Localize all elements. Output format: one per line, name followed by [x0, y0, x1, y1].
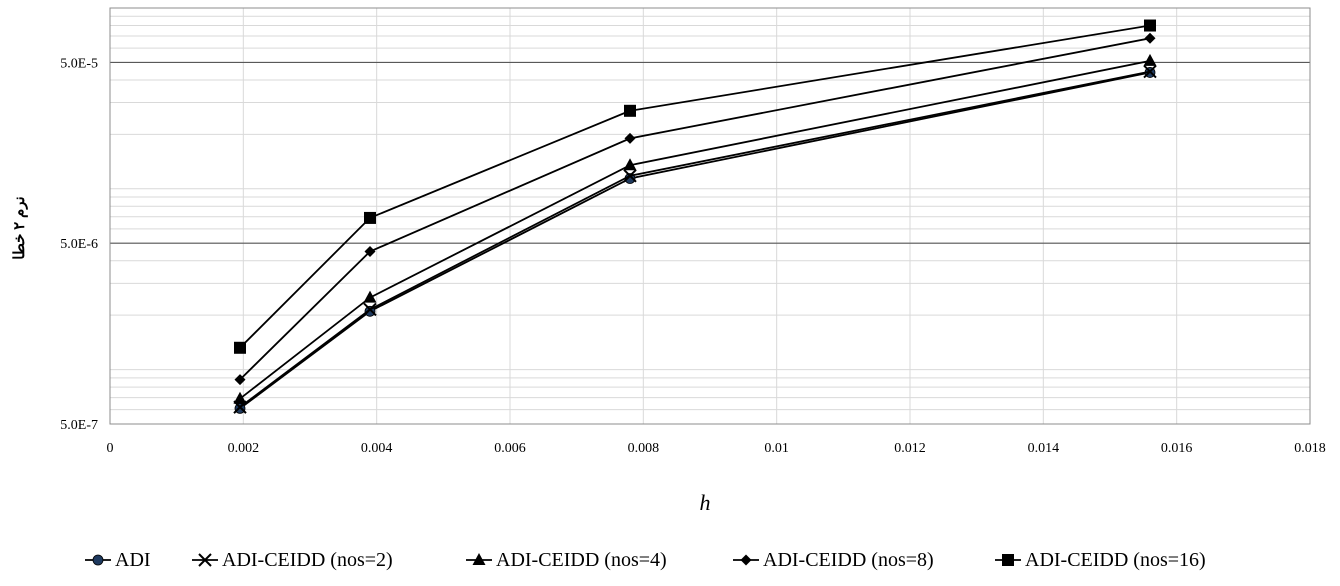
y-tick-label: 5.0E-6 — [60, 237, 98, 252]
series — [233, 19, 1157, 414]
x-tick-label: 0.008 — [628, 441, 660, 456]
data-point — [1143, 53, 1157, 66]
data-point — [624, 132, 636, 144]
series-3 — [233, 53, 1157, 404]
legend-item: ADI-CEIDD (nos=4) — [466, 549, 667, 571]
series-4 — [234, 32, 1156, 386]
legend-marker — [198, 553, 212, 567]
legend-item: ADI-CEIDD (nos=2) — [192, 549, 393, 571]
x-axis-label: h — [700, 490, 711, 515]
data-point — [1144, 19, 1156, 32]
data-point — [364, 245, 376, 257]
legend-label: ADI — [115, 549, 151, 571]
x-tick-label: 0.016 — [1161, 441, 1193, 456]
legend-marker — [740, 554, 752, 566]
data-point — [364, 211, 376, 224]
x-tick-label: 0 — [107, 441, 114, 456]
series-line — [239, 70, 1151, 408]
x-tick-label: 0.014 — [1028, 441, 1060, 456]
series-line — [239, 71, 1151, 410]
plot-frame — [109, 7, 1311, 425]
y-tick-label: 5.0E-7 — [60, 418, 98, 433]
series-2 — [233, 64, 1157, 414]
data-point — [234, 374, 246, 386]
legend-item: ADI-CEIDD (nos=16) — [995, 549, 1206, 571]
data-point — [623, 169, 637, 183]
legend-marker — [1002, 554, 1014, 566]
grid — [110, 8, 1310, 424]
data-point — [234, 341, 246, 354]
x-tick-label: 0.018 — [1294, 441, 1326, 456]
legend-marker — [92, 554, 104, 566]
series-line — [239, 24, 1151, 349]
series-line — [239, 60, 1151, 400]
series-5 — [234, 19, 1156, 354]
legend-label: ADI-CEIDD (nos=8) — [763, 549, 934, 571]
x-tick-label: 0.002 — [228, 441, 260, 456]
x-tick-label: 0.004 — [361, 441, 393, 456]
x-tick-label: 0.012 — [894, 441, 926, 456]
data-point — [624, 104, 636, 117]
series-line — [239, 37, 1151, 381]
y-axis-ticks: 5.0E-7 5.0E-6 5.0E-5 — [60, 56, 98, 433]
legend-label: ADI-CEIDD (nos=16) — [1025, 549, 1206, 571]
y-tick-label: 5.0E-5 — [60, 56, 98, 71]
data-point — [623, 158, 637, 171]
data-point — [233, 391, 247, 404]
x-axis-ticks: 0 0.002 0.004 0.006 0.008 0.01 0.012 0.014 0.016… — [107, 441, 1326, 456]
legend-item: ADI-CEIDD (nos=8) — [733, 549, 934, 571]
data-point — [1143, 64, 1157, 79]
y-axis-label: نرم ۲ خطا — [12, 196, 28, 259]
data-point — [1144, 32, 1156, 44]
legend-item: ADI — [85, 549, 151, 571]
series-1 — [234, 67, 1156, 414]
data-point — [363, 302, 377, 317]
legend-label: ADI-CEIDD (nos=4) — [496, 549, 667, 571]
x-tick-label: 0.01 — [764, 441, 789, 456]
legend: ADI ADI-CEIDD (nos=2) ADI-CEIDD (nos=4) ADI… — [85, 549, 1206, 571]
legend-label: ADI-CEIDD (nos=2) — [222, 549, 393, 571]
data-point — [363, 290, 377, 303]
x-tick-label: 0.006 — [494, 441, 526, 456]
legend-marker — [472, 553, 486, 565]
